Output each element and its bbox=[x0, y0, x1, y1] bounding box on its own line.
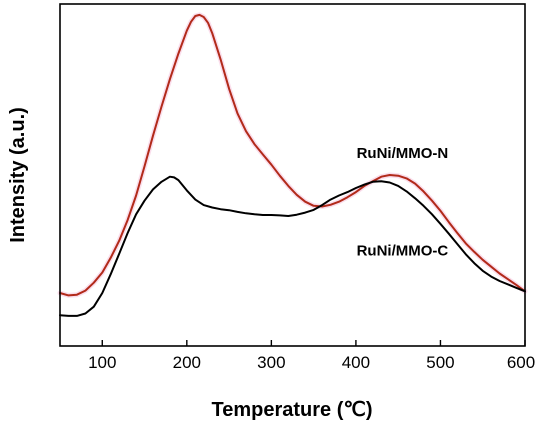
x-axis-title: Temperature (℃) bbox=[211, 399, 372, 421]
series-line-runi-mmo-n bbox=[59, 13, 526, 297]
series-annotation-1: RuNi/MMO-C bbox=[357, 242, 449, 259]
x-tick-label-600: 600 bbox=[507, 353, 535, 372]
x-tick-label-200: 200 bbox=[173, 353, 201, 372]
x-tick-label-100: 100 bbox=[88, 353, 116, 372]
x-axis-ticks: 100 200 300 400 500 600 bbox=[88, 340, 535, 372]
series-glow-0 bbox=[57, 12, 528, 298]
series-annotation-0: RuNi/MMO-N bbox=[357, 145, 449, 162]
x-tick-label-400: 400 bbox=[342, 353, 370, 372]
x-tick-label-500: 500 bbox=[426, 353, 454, 372]
y-axis-title: Intensity (a.u.) bbox=[7, 107, 29, 243]
x-tick-label-300: 300 bbox=[257, 353, 285, 372]
plot-frame bbox=[59, 3, 526, 347]
plot-lines bbox=[57, 12, 528, 317]
series-annotations: RuNi/MMO-N RuNi/MMO-C bbox=[357, 145, 449, 259]
series-line-runi-mmo-c bbox=[59, 175, 526, 317]
